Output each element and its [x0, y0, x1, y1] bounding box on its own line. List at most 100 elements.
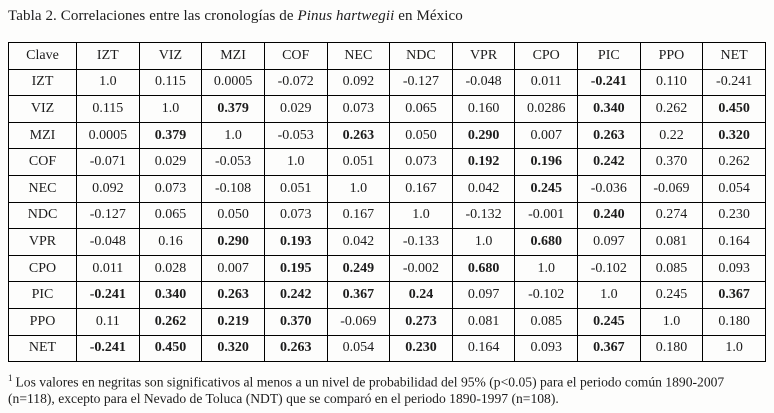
correlation-cell: 0.0005: [76, 121, 140, 150]
correlation-cell: 0.065: [389, 95, 453, 123]
correlation-cell: 0.379: [138, 121, 203, 150]
table-title: Tabla 2. Correlaciones entre las cronolo…: [8, 8, 766, 25]
correlation-cell: 0.097: [577, 228, 641, 256]
correlation-cell: -0.069: [639, 174, 704, 203]
correlation-cell: 0.007: [514, 121, 578, 150]
column-header: CPO: [514, 42, 578, 70]
correlation-cell: 0.340: [577, 95, 641, 123]
correlation-cell: -0.132: [451, 201, 516, 230]
correlation-cell: 0.290: [451, 121, 516, 150]
table-title-species-name: Pinus hartwegii: [297, 8, 395, 24]
row-label: NET: [8, 334, 77, 363]
table-row: CPO 0.011 0.028 0.007 0.195 0.249 -0.002 0.680 1…: [8, 254, 766, 283]
correlation-cell: 0.290: [201, 228, 265, 256]
correlation-cell: 0.242: [263, 281, 328, 309]
correlation-cell: 1.0: [201, 121, 265, 150]
correlation-cell: 0.085: [514, 307, 578, 336]
correlation-cell: 0.007: [201, 254, 265, 283]
table-row: NET -0.241 0.450 0.320 0.263 0.054 0.230 0.164 0…: [8, 334, 766, 363]
column-header: MZI: [201, 42, 265, 70]
correlation-cell: 0.160: [451, 95, 516, 123]
correlation-cell: 0.073: [389, 148, 453, 176]
column-header: PPO: [639, 42, 704, 70]
correlation-cell: 0.0005: [201, 68, 265, 97]
correlation-cell: 0.193: [263, 228, 328, 256]
table-row: NEC 0.092 0.073 -0.108 0.051 1.0 0.167 0.042 0.2…: [8, 174, 766, 203]
correlation-cell: 0.379: [201, 95, 265, 123]
correlation-cell: -0.071: [76, 148, 140, 176]
correlation-cell: 0.230: [702, 201, 766, 230]
correlation-cell: -0.241: [577, 68, 641, 97]
correlation-cell: -0.001: [514, 201, 578, 230]
correlation-cell: 0.011: [76, 254, 140, 283]
table-row: VIZ 0.115 1.0 0.379 0.029 0.073 0.065 0.160 0.02…: [8, 95, 766, 123]
correlation-cell: 0.370: [639, 148, 704, 176]
correlation-cell: 0.196: [514, 148, 578, 176]
correlation-cell: 0.0286: [514, 95, 578, 123]
correlation-cell: 0.164: [451, 334, 516, 363]
correlation-cell: 1.0: [639, 307, 704, 336]
correlation-cell: 0.042: [451, 174, 516, 203]
correlation-cell: 1.0: [577, 281, 641, 309]
correlation-cell: 0.263: [263, 334, 328, 363]
correlation-cell: 1.0: [451, 228, 516, 256]
correlation-cell: -0.053: [201, 148, 265, 176]
correlation-cell: 0.167: [389, 174, 453, 203]
table-header-row: Clave IZT VIZ MZI COF NEC NDC VPR CPO PIC PPO NET: [8, 42, 766, 70]
correlation-cell: 0.042: [326, 228, 391, 256]
correlation-cell: 0.219: [201, 307, 265, 336]
correlation-cell: 0.054: [326, 334, 391, 363]
correlation-cell: 0.273: [389, 307, 453, 336]
row-label: VPR: [8, 228, 77, 256]
correlation-cell: 0.093: [514, 334, 578, 363]
correlation-cell: 0.680: [451, 254, 516, 283]
correlation-cell: 0.081: [451, 307, 516, 336]
column-header: NET: [702, 42, 766, 70]
correlation-cell: 0.073: [138, 174, 203, 203]
row-label: VIZ: [8, 95, 77, 123]
correlation-cell: -0.108: [201, 174, 265, 203]
correlation-cell: 0.028: [138, 254, 203, 283]
correlation-cell: 0.029: [263, 95, 328, 123]
column-header: COF: [263, 42, 328, 70]
correlation-cell: 0.093: [702, 254, 766, 283]
correlation-cell: -0.048: [451, 68, 516, 97]
correlation-cell: 0.16: [138, 228, 203, 256]
correlation-cell: -0.133: [389, 228, 453, 256]
correlation-cell: 0.245: [639, 281, 704, 309]
correlation-cell: 1.0: [76, 68, 140, 97]
correlation-cell: 0.029: [138, 148, 203, 176]
correlation-cell: -0.002: [389, 254, 453, 283]
row-label: MZI: [8, 121, 77, 150]
correlation-cell: 0.367: [326, 281, 391, 309]
table-title-suffix: en México: [394, 8, 463, 24]
correlation-cell: 0.092: [76, 174, 140, 203]
correlation-cell: -0.048: [76, 228, 140, 256]
table-row: COF -0.071 0.029 -0.053 1.0 0.051 0.073 0.192 0.…: [8, 148, 766, 176]
correlation-cell: 0.249: [326, 254, 391, 283]
column-header: NEC: [326, 42, 391, 70]
correlation-cell: 0.051: [263, 174, 328, 203]
correlation-cell: 0.054: [702, 174, 766, 203]
correlation-cell: 0.367: [577, 334, 641, 363]
correlation-cell: 0.085: [639, 254, 704, 283]
correlation-cell: 0.367: [702, 281, 766, 309]
row-label: CPO: [8, 254, 77, 283]
correlation-cell: 0.320: [201, 334, 265, 363]
row-label: NDC: [8, 201, 77, 230]
correlation-cell: 0.050: [389, 121, 453, 150]
correlation-cell: 0.073: [263, 201, 328, 230]
row-label: COF: [8, 148, 77, 176]
correlation-cell: 1.0: [263, 148, 328, 176]
correlation-cell: -0.127: [389, 68, 453, 97]
table-row: IZT 1.0 0.115 0.0005 -0.072 0.092 -0.127 -0.048…: [8, 68, 766, 97]
correlation-cell: -0.127: [76, 201, 140, 230]
correlation-cell: 0.263: [326, 121, 391, 150]
correlation-cell: 0.164: [702, 228, 766, 256]
correlation-cell: 0.320: [702, 121, 766, 150]
correlation-cell: 0.092: [326, 68, 391, 97]
table-footnote: 1 Los valores en negritas son significati…: [8, 373, 766, 408]
table-row: PPO 0.11 0.262 0.219 0.370 -0.069 0.273 0.081 0.…: [8, 307, 766, 336]
correlation-cell: -0.069: [326, 307, 391, 336]
